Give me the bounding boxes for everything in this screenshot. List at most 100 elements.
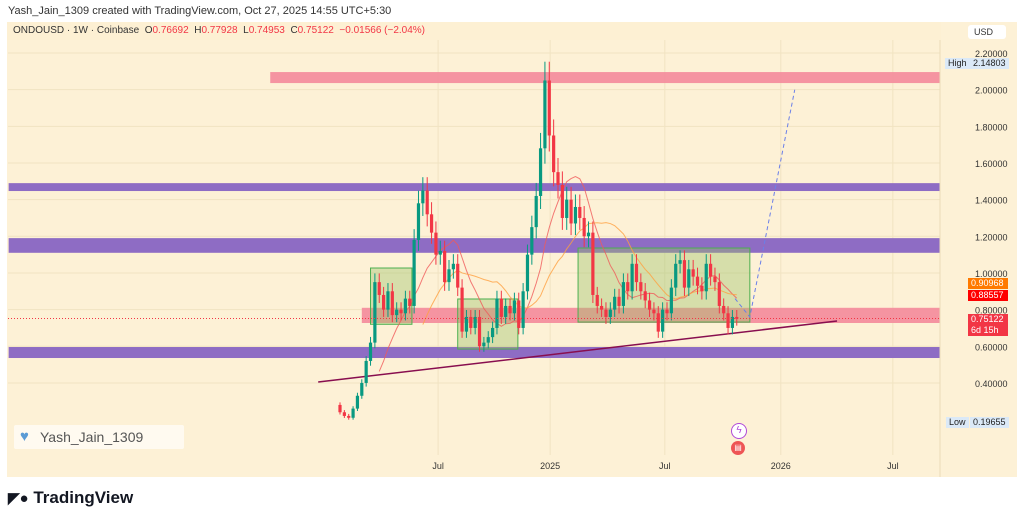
candle-body: [652, 309, 656, 314]
low-tag-label: Low: [946, 417, 969, 428]
candle-body: [713, 276, 717, 283]
close-value: 0.75122: [297, 25, 334, 36]
candle-body: [687, 269, 691, 288]
candle-body: [608, 309, 612, 317]
candle-body: [451, 263, 455, 270]
candle-body: [495, 298, 499, 328]
candle-body: [347, 415, 351, 418]
candle-body: [342, 412, 346, 416]
open-label: O: [144, 25, 153, 36]
purple-zone: [8, 238, 940, 253]
candle-body: [552, 135, 556, 173]
candle-body: [621, 282, 625, 306]
candle-body: [425, 190, 429, 215]
candle-body: [661, 309, 665, 332]
candle-body: [421, 190, 425, 204]
candle-body: [491, 327, 495, 338]
candle-body: [665, 309, 669, 314]
candle-body: [499, 298, 503, 317]
candle-body: [368, 342, 373, 361]
candle-body: [429, 214, 434, 233]
candle-body: [360, 382, 364, 396]
candle-body: [390, 291, 394, 316]
candle-body: [573, 206, 578, 224]
y-tick-label: 0.60000: [975, 342, 1008, 352]
purple-zone: [8, 347, 940, 359]
ma-red-price-tag: 0.88557: [968, 290, 1008, 301]
tv-logo-icon: ◤●: [8, 490, 29, 507]
lightning-icon[interactable]: ϟ: [731, 423, 747, 439]
x-tick-label: Jul: [887, 461, 899, 471]
y-tick-label: 1.00000: [975, 269, 1008, 279]
x-tick-label: Jul: [432, 461, 444, 471]
candle-body: [643, 291, 647, 301]
candle-body: [447, 269, 451, 283]
candle-body: [434, 232, 438, 255]
y-tick-label: 0.40000: [975, 379, 1008, 389]
candle-body: [730, 316, 734, 328]
candle-body: [464, 316, 469, 332]
candle-body: [395, 309, 399, 316]
candle-body: [530, 227, 534, 255]
candle-body: [547, 80, 551, 136]
close-label: C: [290, 25, 298, 36]
candle-body: [682, 260, 687, 288]
heart-icon: ♥: [20, 428, 29, 445]
candle-body: [416, 203, 421, 240]
candle-body: [709, 263, 713, 277]
candle-body: [578, 206, 582, 218]
candle-body: [486, 337, 490, 343]
y-tick-label: 1.60000: [975, 159, 1008, 169]
candle-body: [704, 263, 708, 292]
high-tag-value: 2.14803: [970, 58, 1009, 69]
candle-body: [355, 395, 360, 409]
candle-body: [591, 232, 595, 295]
candle-body: [613, 296, 617, 310]
currency-button[interactable]: USD: [968, 25, 1006, 39]
candle-body: [512, 300, 516, 314]
candle-body: [382, 294, 386, 310]
low-value: 0.74953: [248, 25, 285, 36]
author-watermark: ♥ Yash_Jain_1309: [14, 425, 184, 449]
high-tag-label: High: [945, 58, 970, 69]
candle-body: [386, 291, 390, 310]
candle-body: [669, 287, 673, 314]
candle-body: [482, 342, 486, 347]
change-value: −0.01566 (−2.04%): [339, 25, 426, 36]
candle-body: [565, 199, 569, 218]
candle-body: [691, 269, 695, 277]
candle-body: [634, 263, 639, 283]
candle-body: [700, 285, 704, 292]
candle-body: [351, 408, 355, 418]
candle-body: [538, 148, 543, 196]
x-tick-label: Jul: [659, 461, 671, 471]
candle-body: [438, 250, 442, 255]
high-value: 0.77928: [201, 25, 238, 36]
candle-body: [595, 294, 599, 306]
candle-body: [717, 282, 721, 306]
symbol-info: ONDOUSD · 1W · Coinbase: [13, 25, 140, 36]
calendar-event-icon[interactable]: ▤: [731, 441, 745, 455]
y-tick-label: 1.40000: [975, 196, 1008, 206]
candle-body: [586, 232, 591, 237]
candle-body: [412, 239, 416, 306]
candle-body: [364, 360, 368, 383]
candle-body: [338, 404, 342, 413]
candle-body: [656, 313, 660, 332]
candle-body: [408, 298, 412, 306]
candle-body: [456, 263, 460, 288]
y-tick-label: 1.80000: [975, 122, 1008, 132]
tradingview-logo[interactable]: ◤● TradingView: [8, 488, 133, 508]
symbol-legend: ONDOUSD · 1W · Coinbase O0.76692 H0.7792…: [7, 22, 941, 40]
candle-body: [469, 316, 473, 328]
candle-body: [534, 195, 538, 228]
high-label: H: [194, 25, 202, 36]
candle-body: [647, 300, 652, 310]
brand-name: TradingView: [33, 488, 134, 507]
x-tick-label: 2026: [771, 461, 791, 471]
candle-body: [695, 276, 700, 286]
projection-path: [734, 89, 796, 319]
candle-body: [604, 309, 608, 317]
purple-zone: [8, 183, 940, 192]
